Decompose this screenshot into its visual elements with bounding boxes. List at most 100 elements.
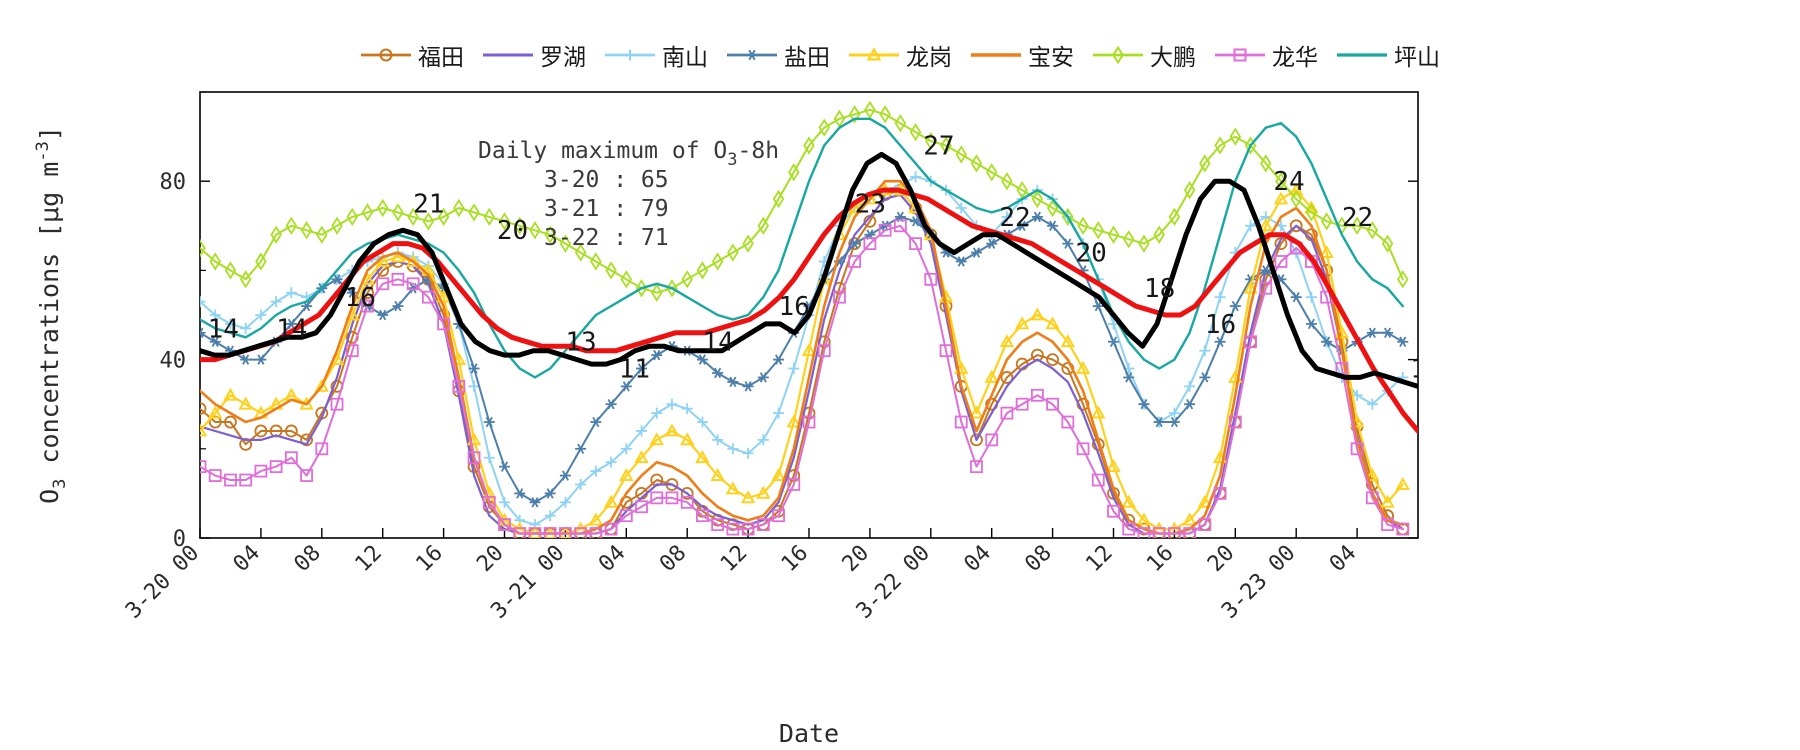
legend-label-8: 坪山 — [1394, 45, 1440, 71]
circle-marker-icon — [0, 533, 6, 544]
square-marker-icon — [1274, 255, 1288, 268]
triangle-marker-icon — [756, 485, 771, 499]
square-marker-icon — [802, 415, 816, 429]
asterisk-marker-icon — [240, 354, 252, 365]
plus-marker-icon — [1305, 291, 1317, 303]
reference-line-red — [200, 187, 1418, 434]
series-龙岗 — [200, 182, 1410, 538]
square-marker-icon — [1000, 406, 1014, 420]
diamond-marker-icon — [833, 109, 846, 128]
legend-label-4: 龙岗 — [906, 45, 952, 71]
diamond-marker-icon — [407, 207, 419, 226]
triangle-marker-icon — [1273, 191, 1289, 205]
legend-label-7: 龙华 — [1272, 45, 1318, 71]
asterisk-marker-icon — [1321, 336, 1333, 347]
diamond-marker-icon — [1214, 136, 1226, 155]
diamond-marker-icon — [483, 207, 496, 226]
plus-marker-icon — [788, 363, 800, 375]
diamond-marker-icon — [940, 136, 952, 155]
asterisk-marker-icon — [1290, 291, 1302, 303]
triangle-marker-icon — [1075, 360, 1091, 374]
square-marker-icon — [1244, 335, 1257, 349]
plus-marker-icon — [773, 407, 785, 419]
legend-item-0[interactable]: 福田 — [360, 38, 464, 72]
asterisk-marker-icon — [1123, 372, 1135, 383]
asterisk-marker-icon — [1062, 238, 1074, 249]
legend-swatch-6 — [1093, 45, 1143, 65]
diamond-marker-icon — [1031, 189, 1044, 209]
diamond-marker-icon — [925, 131, 937, 151]
x-tick-label-10: 16 — [777, 541, 813, 577]
diamond-marker-icon — [666, 279, 678, 298]
triangle-marker-icon — [1060, 334, 1076, 348]
diamond-marker-icon — [1107, 225, 1120, 244]
diamond-marker-icon — [1381, 234, 1394, 253]
circle-marker-icon — [379, 48, 393, 62]
triangle-marker-icon — [1136, 512, 1152, 526]
legend-item-1[interactable]: 罗湖 — [482, 38, 586, 72]
reference-line-black — [200, 151, 1418, 389]
legend-item-3[interactable]: 盐田 — [726, 38, 830, 72]
legend-item-8[interactable]: 坪山 — [1336, 38, 1440, 72]
asterisk-marker-icon — [483, 416, 495, 428]
legend-item-5[interactable]: 宝安 — [970, 38, 1074, 72]
legend-item-4[interactable]: 龙岗 — [848, 38, 952, 72]
plus-marker-icon — [712, 434, 724, 446]
asterisk-marker-icon — [620, 381, 632, 392]
asterisk-marker-icon — [1305, 318, 1317, 330]
asterisk-marker-icon — [1092, 300, 1104, 312]
annotation-line-2: 3-22 : 71 — [544, 225, 669, 251]
plus-marker-icon — [742, 447, 754, 459]
asterisk-marker-icon — [970, 247, 982, 258]
x-tick-label-9: 12 — [716, 541, 752, 577]
black-data-label-15: 24 — [1273, 167, 1304, 197]
square-marker-icon — [863, 237, 877, 251]
square-marker-icon — [574, 527, 588, 538]
x-tick-label-7: 04 — [594, 541, 630, 577]
square-marker-icon — [559, 527, 572, 538]
legend-item-6[interactable]: 大鹏 — [1092, 38, 1196, 72]
diamond-marker-icon — [970, 154, 983, 173]
diamond-marker-icon — [453, 198, 465, 218]
triangle-marker-icon — [1319, 245, 1334, 258]
triangle-marker-icon — [436, 289, 451, 303]
circle-marker-icon — [1000, 371, 1014, 384]
square-marker-icon — [1015, 397, 1029, 411]
square-marker-icon — [787, 478, 801, 491]
square-marker-icon — [1137, 527, 1151, 538]
square-marker-icon — [498, 518, 511, 532]
plus-marker-icon — [285, 287, 297, 299]
black-data-label-8: 16 — [779, 292, 810, 322]
square-marker-icon — [833, 290, 846, 304]
circle-marker-icon — [0, 519, 6, 530]
x-tick-label-5: 20 — [472, 541, 508, 577]
plus-marker-icon — [620, 443, 632, 455]
x-tick-label-13: 04 — [960, 541, 996, 577]
series-大鹏 — [200, 100, 1409, 302]
legend: 福田 罗湖 南山 盐田 龙岗 宝安 大鹏 龙华 坪山 — [0, 38, 1800, 72]
asterisk-marker-icon — [1047, 220, 1059, 232]
legend-swatch-1 — [483, 53, 533, 57]
plus-marker-icon — [590, 465, 602, 477]
square-marker-icon — [726, 522, 740, 536]
circle-marker-icon — [0, 528, 6, 539]
black-data-label-18: 11 — [1479, 354, 1510, 384]
diamond-marker-icon — [498, 212, 511, 231]
plus-marker-icon — [240, 322, 252, 334]
black-data-label-11: 22 — [999, 203, 1030, 233]
asterisk-marker-icon — [514, 488, 526, 499]
triangle-marker-icon — [771, 468, 786, 481]
plus-marker-icon — [605, 456, 617, 468]
black-data-label-10: 27 — [923, 131, 954, 161]
x-tick-label-0: 3-20 00 — [121, 541, 204, 624]
square-marker-icon — [482, 495, 496, 509]
plus-marker-icon — [1199, 345, 1211, 357]
asterisk-marker-icon — [1168, 416, 1180, 428]
diamond-marker-icon — [1199, 154, 1211, 173]
asterisk-marker-icon — [529, 497, 541, 508]
plus-marker-icon — [1108, 318, 1119, 330]
square-marker-icon — [772, 509, 785, 523]
legend-item-7[interactable]: 龙华 — [1214, 38, 1318, 72]
asterisk-marker-icon — [1199, 372, 1211, 383]
legend-item-2[interactable]: 南山 — [604, 38, 708, 72]
